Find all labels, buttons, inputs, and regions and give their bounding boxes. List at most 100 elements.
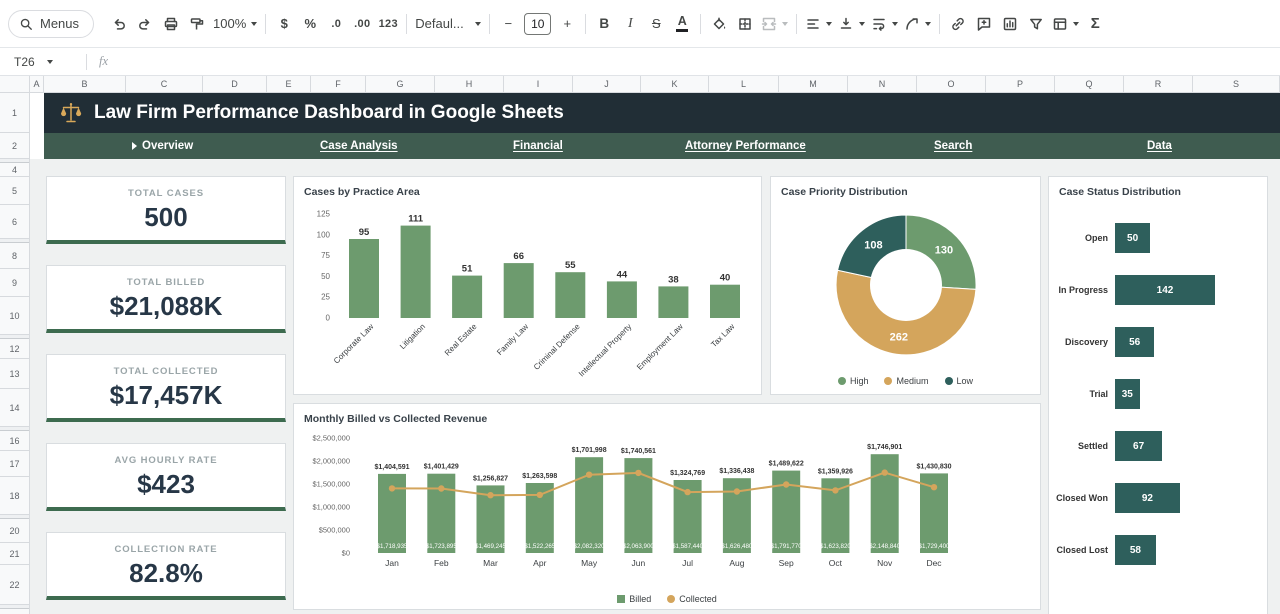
undo-button[interactable]: [106, 10, 132, 38]
kpi-value: $21,088K: [109, 291, 223, 321]
row-header-24[interactable]: 24: [0, 609, 29, 614]
row-header-16[interactable]: 16: [0, 431, 29, 451]
font-size-input[interactable]: 10: [524, 12, 552, 35]
menus-button[interactable]: Menus: [8, 9, 95, 38]
horizontal-align-control[interactable]: [802, 10, 835, 38]
bold-button[interactable]: B: [591, 10, 617, 38]
tab-financial[interactable]: Financial: [513, 133, 563, 159]
insert-chart-button[interactable]: [997, 10, 1023, 38]
row-header-9[interactable]: 9: [0, 269, 29, 297]
increase-font-size-button[interactable]: +: [554, 10, 580, 38]
row-header-14[interactable]: 14: [0, 389, 29, 427]
currency-format-button[interactable]: $: [271, 10, 297, 38]
column-header-R[interactable]: R: [1124, 76, 1193, 92]
formula-input[interactable]: [120, 54, 1280, 69]
tab-attorney-performance[interactable]: Attorney Performance: [685, 133, 806, 159]
insert-link-button[interactable]: [945, 10, 971, 38]
column-header-K[interactable]: K: [641, 76, 709, 92]
text-rotation-control[interactable]: [901, 10, 934, 38]
dashboard-banner[interactable]: Law Firm Performance Dashboard in Google…: [44, 93, 1280, 133]
decrease-font-size-button[interactable]: −: [495, 10, 521, 38]
tab-case-analysis[interactable]: Case Analysis: [320, 133, 398, 159]
cell-name-box[interactable]: T26: [0, 55, 86, 69]
status-category-label: Settled: [1077, 441, 1108, 451]
column-header-A[interactable]: A: [30, 76, 44, 92]
row-header-4[interactable]: 4: [0, 163, 29, 177]
insert-comment-button[interactable]: [971, 10, 997, 38]
row-header-21[interactable]: 21: [0, 543, 29, 565]
column-header-O[interactable]: O: [917, 76, 986, 92]
increase-decimal-button[interactable]: .00: [349, 10, 375, 38]
number-format-button[interactable]: 123: [375, 10, 401, 38]
kpi-card-avg-hourly-rate[interactable]: AVG HOURLY RATE $423: [46, 443, 286, 511]
kpi-card-total-billed[interactable]: TOTAL BILLED $21,088K: [46, 265, 286, 333]
column-header-B[interactable]: B: [44, 76, 126, 92]
column-header-J[interactable]: J: [573, 76, 641, 92]
row-header-20[interactable]: 20: [0, 519, 29, 543]
row-header-17[interactable]: 17: [0, 451, 29, 477]
chart-case-priority-distribution[interactable]: Case Priority Distribution 130 262 108 Hig…: [770, 176, 1041, 395]
fill-color-button[interactable]: [706, 10, 732, 38]
row-header-2[interactable]: 2: [0, 133, 29, 159]
column-header-P[interactable]: P: [986, 76, 1055, 92]
create-filter-button[interactable]: [1023, 10, 1049, 38]
svg-text:$1,746,901: $1,746,901: [867, 444, 902, 451]
row-header-6[interactable]: 6: [0, 205, 29, 239]
italic-button[interactable]: I: [617, 10, 643, 38]
row-header-5[interactable]: 5: [0, 177, 29, 205]
tab-data[interactable]: Data: [1147, 133, 1172, 159]
kpi-card-total-collected[interactable]: TOTAL COLLECTED $17,457K: [46, 354, 286, 422]
column-header-I[interactable]: I: [504, 76, 573, 92]
column-header-L[interactable]: L: [709, 76, 779, 92]
row-header-13[interactable]: 13: [0, 359, 29, 389]
svg-text:$2,063,900: $2,063,900: [623, 543, 655, 550]
formula-bar: T26 fx: [0, 48, 1280, 76]
tab-overview[interactable]: Overview: [132, 133, 193, 159]
chart-cases-by-practice-area[interactable]: Cases by Practice Area 0 25 50 75 100 125 95 Co…: [293, 176, 762, 395]
column-header-Q[interactable]: Q: [1055, 76, 1124, 92]
vertical-align-control[interactable]: [835, 10, 868, 38]
zoom-control[interactable]: 100%: [210, 10, 260, 38]
row-header-10[interactable]: 10: [0, 297, 29, 335]
tab-search[interactable]: Search: [934, 133, 972, 159]
chart-case-status-distribution[interactable]: Case Status Distribution Open 50 In Progre…: [1048, 176, 1268, 614]
chart-monthly-billed-vs-collected[interactable]: Monthly Billed vs Collected Revenue $0 $5…: [293, 403, 1041, 610]
text-wrap-control[interactable]: [868, 10, 901, 38]
column-header-M[interactable]: M: [779, 76, 848, 92]
table-views-control[interactable]: [1049, 10, 1082, 38]
row-header-22[interactable]: 22: [0, 565, 29, 605]
column-header-D[interactable]: D: [203, 76, 267, 92]
column-header-H[interactable]: H: [435, 76, 504, 92]
select-all-corner[interactable]: [0, 76, 30, 93]
row-header-8[interactable]: 8: [0, 243, 29, 269]
svg-text:50: 50: [321, 272, 330, 281]
text-color-button[interactable]: A: [669, 10, 695, 38]
kpi-card-collection-rate[interactable]: COLLECTION RATE 82.8%: [46, 532, 286, 600]
row-header-18[interactable]: 18: [0, 477, 29, 515]
column-header-S[interactable]: S: [1193, 76, 1280, 92]
column-header-E[interactable]: E: [267, 76, 311, 92]
merge-cells-button[interactable]: [758, 10, 791, 38]
borders-button[interactable]: [732, 10, 758, 38]
sheet-canvas[interactable]: Law Firm Performance Dashboard in Google…: [30, 93, 1280, 614]
font-family-control[interactable]: Defaul...: [412, 10, 484, 38]
paint-format-button[interactable]: [184, 10, 210, 38]
decrease-decimal-button[interactable]: .0: [323, 10, 349, 38]
redo-button[interactable]: [132, 10, 158, 38]
column-header-N[interactable]: N: [848, 76, 917, 92]
column-header-G[interactable]: G: [366, 76, 435, 92]
paint-roller-icon: [190, 17, 204, 29]
plus-label: +: [563, 16, 572, 31]
row-header-12[interactable]: 12: [0, 339, 29, 359]
column-header-C[interactable]: C: [126, 76, 203, 92]
functions-button[interactable]: Σ: [1082, 10, 1108, 38]
formula-bar-separator: [86, 53, 87, 70]
row-header-1[interactable]: 1: [0, 93, 29, 133]
comment-icon: [978, 17, 991, 31]
svg-text:$1,324,769: $1,324,769: [670, 470, 705, 477]
percent-format-button[interactable]: %: [297, 10, 323, 38]
print-button[interactable]: [158, 10, 184, 38]
column-header-F[interactable]: F: [311, 76, 366, 92]
kpi-card-total-cases[interactable]: TOTAL CASES 500: [46, 176, 286, 244]
strikethrough-button[interactable]: S: [643, 10, 669, 38]
